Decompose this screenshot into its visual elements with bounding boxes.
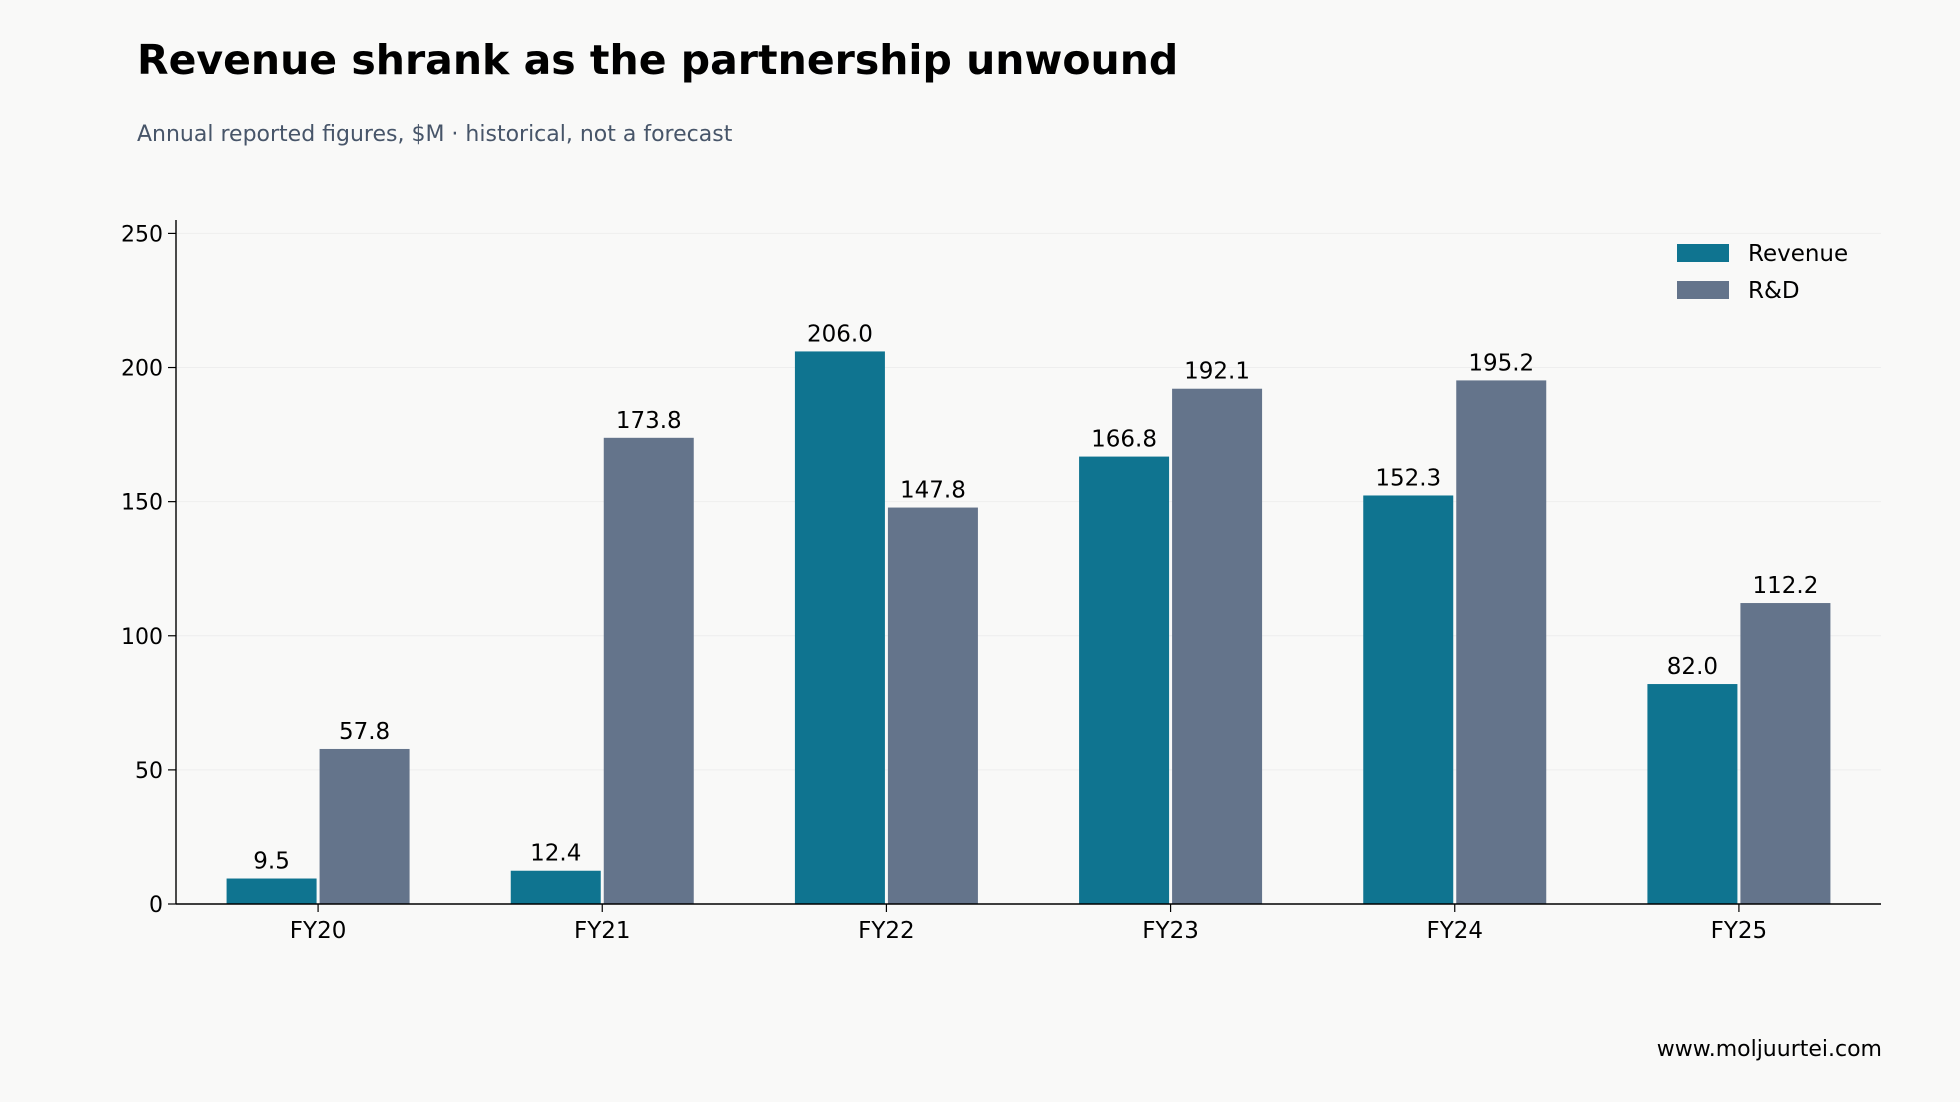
x-tick-label: FY20 xyxy=(290,918,347,944)
bar-revenue-fy22 xyxy=(794,351,885,904)
bar-rd-fy21 xyxy=(603,437,694,904)
source-url: www.moljuurtei.com xyxy=(1656,1037,1882,1062)
y-tick-label: 0 xyxy=(149,893,163,918)
y-tick-label: 200 xyxy=(121,357,163,382)
bar-value-label: 173.8 xyxy=(616,408,682,434)
bar-rd-fy24 xyxy=(1456,380,1547,905)
bar-value-label: 192.1 xyxy=(1184,359,1250,385)
x-tick-label: FY23 xyxy=(1142,918,1199,944)
bar-revenue-fy25 xyxy=(1647,684,1738,904)
x-tick-label: FY21 xyxy=(574,918,631,944)
bar-rd-fy22 xyxy=(887,507,978,904)
bar-revenue-fy24 xyxy=(1363,495,1454,904)
x-tick-label: FY25 xyxy=(1711,918,1768,944)
legend-swatch-rd xyxy=(1677,281,1729,299)
x-tick-label: FY22 xyxy=(858,918,915,944)
legend-swatch-revenue xyxy=(1677,244,1729,262)
bar-revenue-fy20 xyxy=(226,878,317,904)
y-tick-label: 100 xyxy=(121,625,163,650)
y-tick-label: 50 xyxy=(135,759,163,784)
bar-revenue-fy23 xyxy=(1079,456,1170,904)
legend-label: Revenue xyxy=(1748,241,1848,267)
chart-subtitle: Annual reported figures, $M · historical… xyxy=(137,122,733,147)
bar-value-label: 147.8 xyxy=(900,478,966,504)
gridlines xyxy=(176,232,1881,771)
bar-value-label: 166.8 xyxy=(1091,427,1157,453)
bar-value-label: 206.0 xyxy=(807,321,873,347)
y-tick-label: 150 xyxy=(121,491,163,516)
bar-value-label: 195.2 xyxy=(1468,350,1534,376)
bar-rd-fy23 xyxy=(1172,388,1263,905)
axes: 0 50 100 150 200 250 FY20 FY21 FY22 FY23 FY24 FY25 xyxy=(121,220,1881,944)
bar-value-label: 152.3 xyxy=(1375,465,1441,491)
bar-value-label: 82.0 xyxy=(1667,654,1718,680)
bar-revenue-fy21 xyxy=(510,870,601,904)
bar-value-label: 112.2 xyxy=(1752,573,1818,599)
bar-value-label: 57.8 xyxy=(339,719,390,745)
bar-value-labels: 9.5 57.8 12.4 173.8 206.0 147.8 166.8 192.1 152.… xyxy=(253,321,1818,874)
x-tick-label: FY24 xyxy=(1426,918,1483,944)
legend-label: R&D xyxy=(1748,278,1800,304)
legend: Revenue R&D xyxy=(1677,241,1848,304)
bar-value-label: 12.4 xyxy=(530,841,581,867)
bar-value-label: 9.5 xyxy=(253,849,290,875)
chart-title: Revenue shrank as the partnership unwoun… xyxy=(137,36,1179,84)
bars xyxy=(226,351,1831,905)
bar-rd-fy20 xyxy=(319,748,410,904)
bar-rd-fy25 xyxy=(1740,603,1831,904)
y-tick-label: 250 xyxy=(121,222,163,247)
